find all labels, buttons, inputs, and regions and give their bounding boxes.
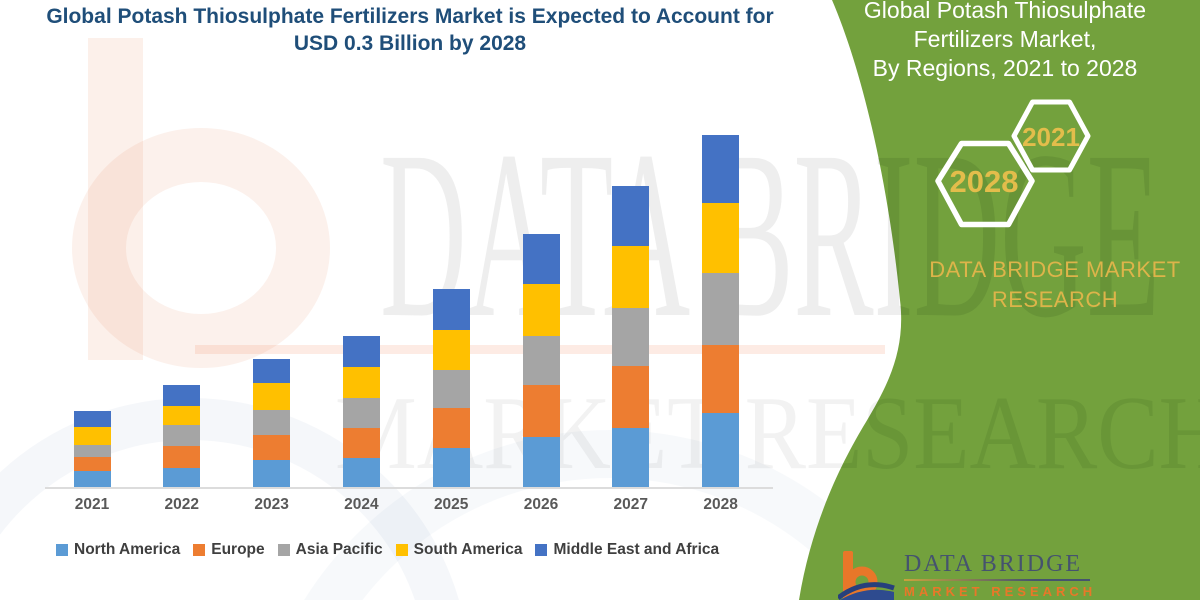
bar-segment-2025 [432, 408, 470, 449]
bar-segment-2028 [702, 135, 740, 204]
bar-segment-2024 [342, 335, 380, 368]
bar-segment-2026 [522, 335, 560, 386]
bar-segment-2027 [612, 245, 650, 308]
bar-segment-2023 [253, 409, 291, 436]
legend-label: North America [74, 541, 181, 558]
bar-segment-2022 [163, 424, 201, 446]
bar-segment-2021 [73, 456, 111, 471]
bar-segment-2023 [253, 382, 291, 410]
legend-item: Asia Pacific [277, 541, 383, 559]
bar-segment-2021 [73, 410, 111, 428]
panel-brand-line2: RESEARCH [991, 287, 1119, 312]
bar-segment-2028 [702, 203, 740, 273]
chart-title-line2: USD 0.3 Billion by 2028 [293, 32, 527, 55]
legend-item: South America [395, 541, 523, 559]
footer-rule [904, 579, 1090, 581]
bar-segment-2021 [73, 427, 111, 445]
x-axis-label: 2025 [433, 496, 469, 513]
bar-segment-2023 [253, 359, 291, 383]
bar-segment-2022 [163, 445, 201, 469]
legend-label: Europe [211, 541, 265, 558]
footer-subtitle-text: MARKET RESEARCH [904, 584, 1097, 599]
data-bridge-logo: DATA BRIDGE MARKET RESEARCH [838, 551, 1096, 600]
hexagon-2028 [935, 140, 1035, 228]
bar-segment-2026 [522, 284, 560, 336]
bar-segment-2025 [432, 448, 470, 487]
bar-segment-2026 [522, 436, 560, 487]
bar-segment-2022 [163, 468, 201, 487]
panel-title: Global Potash Thiosulphate Fertilizers M… [845, 0, 1165, 83]
x-axis-label: 2023 [254, 496, 289, 513]
legend-label: Asia Pacific [295, 541, 383, 558]
bar-segment-2025 [432, 329, 470, 370]
bar-segment-2025 [432, 288, 470, 330]
bar-segment-2028 [702, 413, 740, 487]
legend-swatch-icon [395, 544, 408, 556]
x-axis-label: 2026 [523, 496, 559, 513]
bar-segment-2023 [253, 460, 291, 487]
bar-segment-2022 [163, 385, 201, 407]
panel-brand-line1: DATA BRIDGE MARKET [929, 257, 1181, 282]
legend-swatch-icon [535, 544, 548, 556]
bar-segment-2028 [702, 272, 740, 346]
legend-item: Middle East and Africa [535, 541, 719, 559]
bar-segment-2027 [612, 366, 650, 429]
legend-swatch-icon [56, 544, 68, 556]
legend-swatch-icon [193, 544, 206, 556]
x-axis-label: 2022 [164, 496, 200, 513]
bar-segment-2024 [342, 457, 380, 487]
bar-segment-2028 [702, 345, 740, 414]
chart-title: Global Potash Thiosulphate Fertilizers M… [0, 3, 820, 57]
panel-brand-text: DATA BRIDGE MARKET RESEARCH [895, 255, 1200, 315]
x-axis-label: 2021 [74, 496, 110, 513]
panel-title-line1: Global Potash Thiosulphate [863, 0, 1147, 23]
x-axis-label: 2027 [613, 496, 649, 513]
footer-brand-text: DATA BRIDGE [904, 551, 1083, 577]
bar-segment-2026 [522, 233, 560, 285]
legend-item: Europe [193, 541, 265, 559]
panel-title-line2: Fertilizers Market, [913, 26, 1097, 52]
bar-segment-2027 [612, 185, 650, 246]
x-axis-line [45, 487, 773, 489]
bar-segment-2027 [612, 307, 650, 367]
bar-segment-2021 [73, 470, 111, 487]
legend-label: South America [413, 541, 523, 558]
chart-legend: North America Europe Asia Pacific South Ame… [56, 541, 719, 559]
green-panel-shape [799, 0, 1200, 600]
legend-swatch-icon [277, 544, 290, 556]
hexagon-2028-year: 2028 [950, 164, 1019, 199]
bar-segment-2027 [612, 428, 650, 487]
x-axis-label: 2028 [703, 496, 738, 513]
bar-segment-2024 [342, 397, 380, 429]
bar-segment-2023 [253, 435, 291, 461]
bar-segment-2021 [73, 444, 111, 457]
hexagon-2021-year: 2021 [1022, 122, 1080, 152]
hexagon-2021 [1011, 99, 1091, 173]
bar-segment-2025 [432, 369, 470, 409]
bar-segment-2024 [342, 367, 380, 398]
x-axis-label: 2024 [344, 496, 379, 513]
watermark-text-on-green: MARKET RESEARCH [335, 374, 1200, 491]
data-bridge-b-icon [838, 551, 895, 600]
bar-segment-2024 [342, 428, 380, 458]
bar-segment-2026 [522, 385, 560, 437]
panel-title-line3: By Regions, 2021 to 2028 [872, 55, 1138, 81]
legend-item: North America [56, 541, 180, 559]
bar-segment-2022 [163, 406, 201, 425]
chart-title-line1: Global Potash Thiosulphate Fertilizers M… [46, 5, 774, 28]
legend-label: Middle East and Africa [553, 541, 720, 558]
